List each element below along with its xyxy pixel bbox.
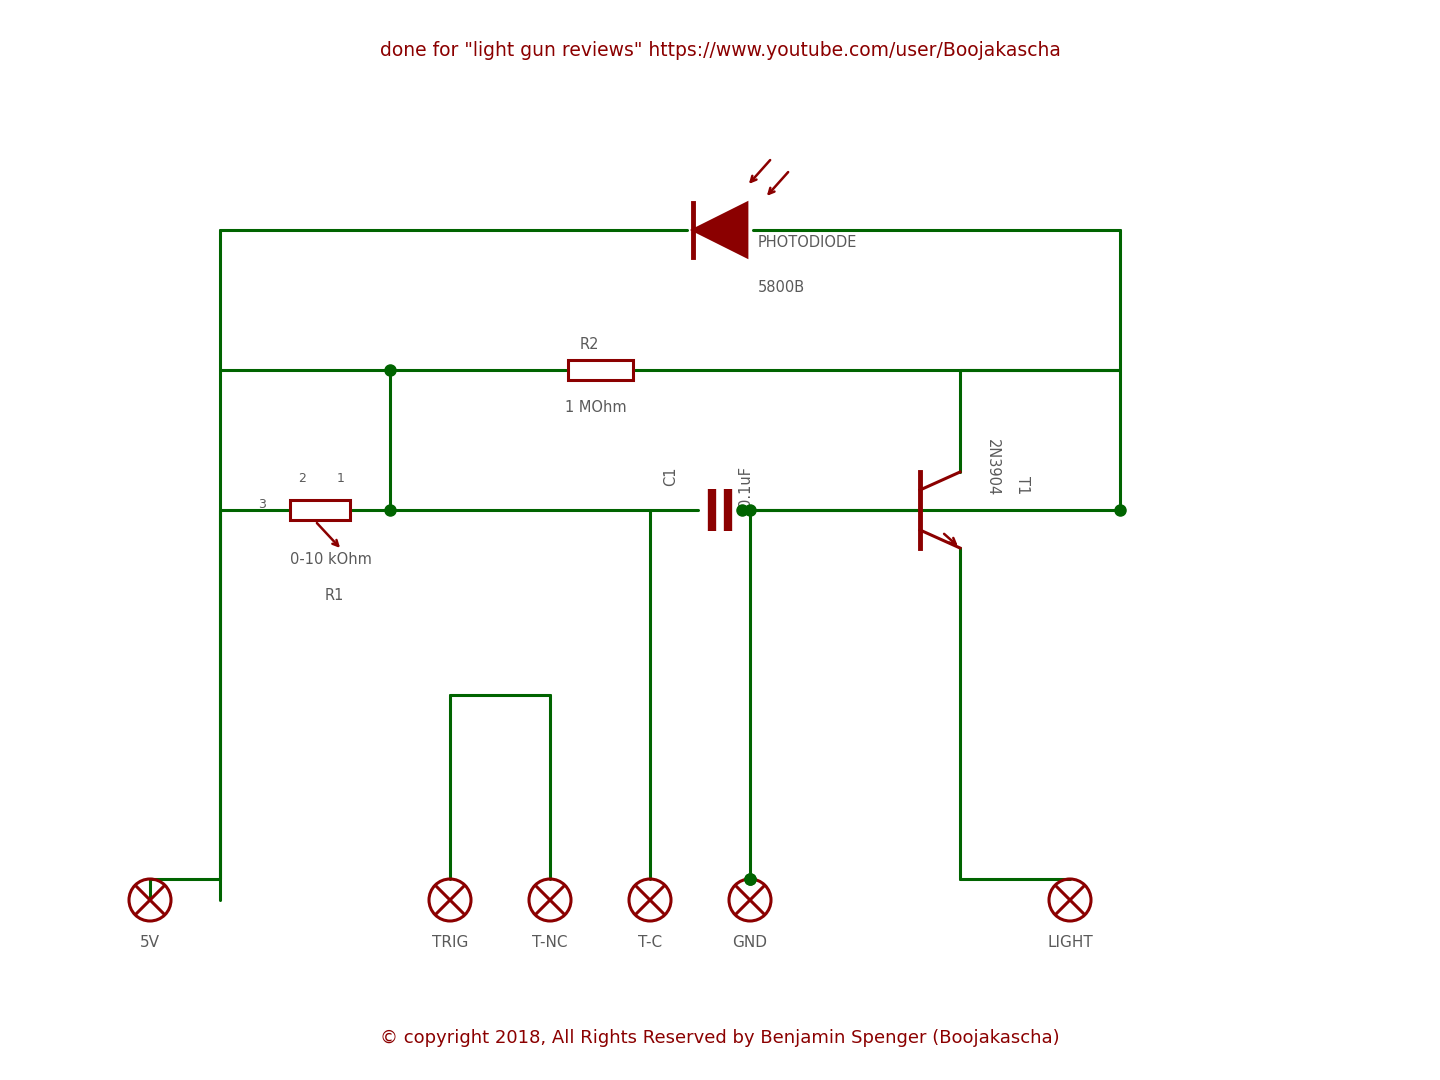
Text: R1: R1 [325,588,344,603]
Text: © copyright 2018, All Rights Reserved by Benjamin Spenger (Boojakascha): © copyright 2018, All Rights Reserved by… [380,1029,1060,1047]
Text: done for "light gun reviews" https://www.youtube.com/user/Boojakascha: done for "light gun reviews" https://www… [380,40,1060,59]
Text: LIGHT: LIGHT [1047,935,1093,950]
Text: 2N3904: 2N3904 [985,440,999,497]
Bar [289,500,350,519]
Text: 5800B: 5800B [757,280,805,295]
Polygon shape [693,203,747,257]
Text: T-C: T-C [638,935,662,950]
Text: GND: GND [733,935,768,950]
Text: R2: R2 [580,337,599,352]
Text: 2: 2 [298,472,305,485]
Text: T1: T1 [1015,476,1030,495]
Text: PHOTODIODE: PHOTODIODE [757,235,857,249]
Text: 0-10 kOhm: 0-10 kOhm [289,552,372,567]
Text: 1 MOhm: 1 MOhm [564,400,626,415]
Text: C1: C1 [662,465,678,486]
Text: TRIG: TRIG [432,935,468,950]
Text: 0.1uF: 0.1uF [739,465,753,507]
Text: 3: 3 [258,499,266,512]
Text: 1: 1 [337,472,346,485]
Text: T-NC: T-NC [533,935,567,950]
Text: 5V: 5V [140,935,160,950]
Bar [567,360,632,380]
